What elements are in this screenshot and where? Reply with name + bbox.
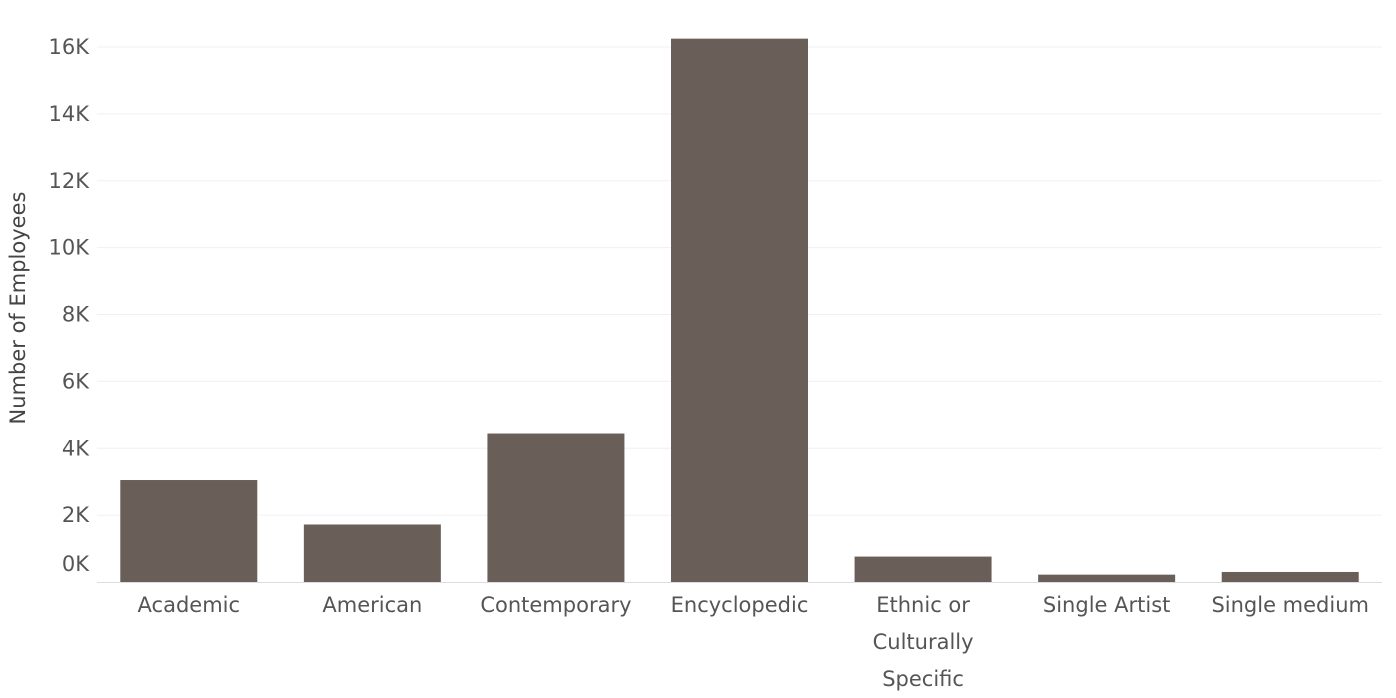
bar-academic[interactable]: [120, 480, 258, 582]
y-axis-ticks: 0K 2K 4K 6K 8K 10K 12K 14K 16K: [49, 35, 91, 576]
y-tick-label: 4K: [62, 436, 90, 460]
bar-single-medium[interactable]: [1221, 571, 1359, 582]
y-tick-label: 6K: [62, 369, 90, 393]
y-tick-label: 14K: [49, 102, 91, 126]
x-category-label: Academic: [138, 593, 241, 617]
y-tick-label: 12K: [49, 169, 91, 193]
bar-american[interactable]: [303, 524, 441, 582]
x-axis-labels: Academic American Contemporary Encyclopedic…: [138, 593, 1369, 691]
x-category-label: Single Artist: [1043, 593, 1170, 617]
x-category-label: Contemporary: [480, 593, 631, 617]
x-category-label: Culturally: [873, 630, 974, 654]
x-category-label: Single medium: [1211, 593, 1369, 617]
y-tick-label: 0K: [62, 552, 90, 576]
x-category-label: Ethnic or: [876, 593, 970, 617]
bar-encyclopedic[interactable]: [671, 38, 808, 582]
y-axis-title: Number of Employees: [6, 192, 30, 425]
y-tick-label: 2K: [62, 503, 90, 527]
bars: [120, 38, 1359, 582]
x-category-label: Specific: [882, 667, 964, 691]
x-category-label: American: [322, 593, 422, 617]
bar-single-artist[interactable]: [1038, 574, 1176, 582]
y-tick-label: 8K: [62, 303, 90, 327]
x-category-label: Encyclopedic: [671, 593, 809, 617]
y-tick-label: 16K: [49, 35, 91, 59]
bar-ethnic-or-culturally-specific[interactable]: [854, 556, 992, 582]
bar-contemporary[interactable]: [487, 433, 625, 582]
y-tick-label: 10K: [49, 236, 91, 260]
